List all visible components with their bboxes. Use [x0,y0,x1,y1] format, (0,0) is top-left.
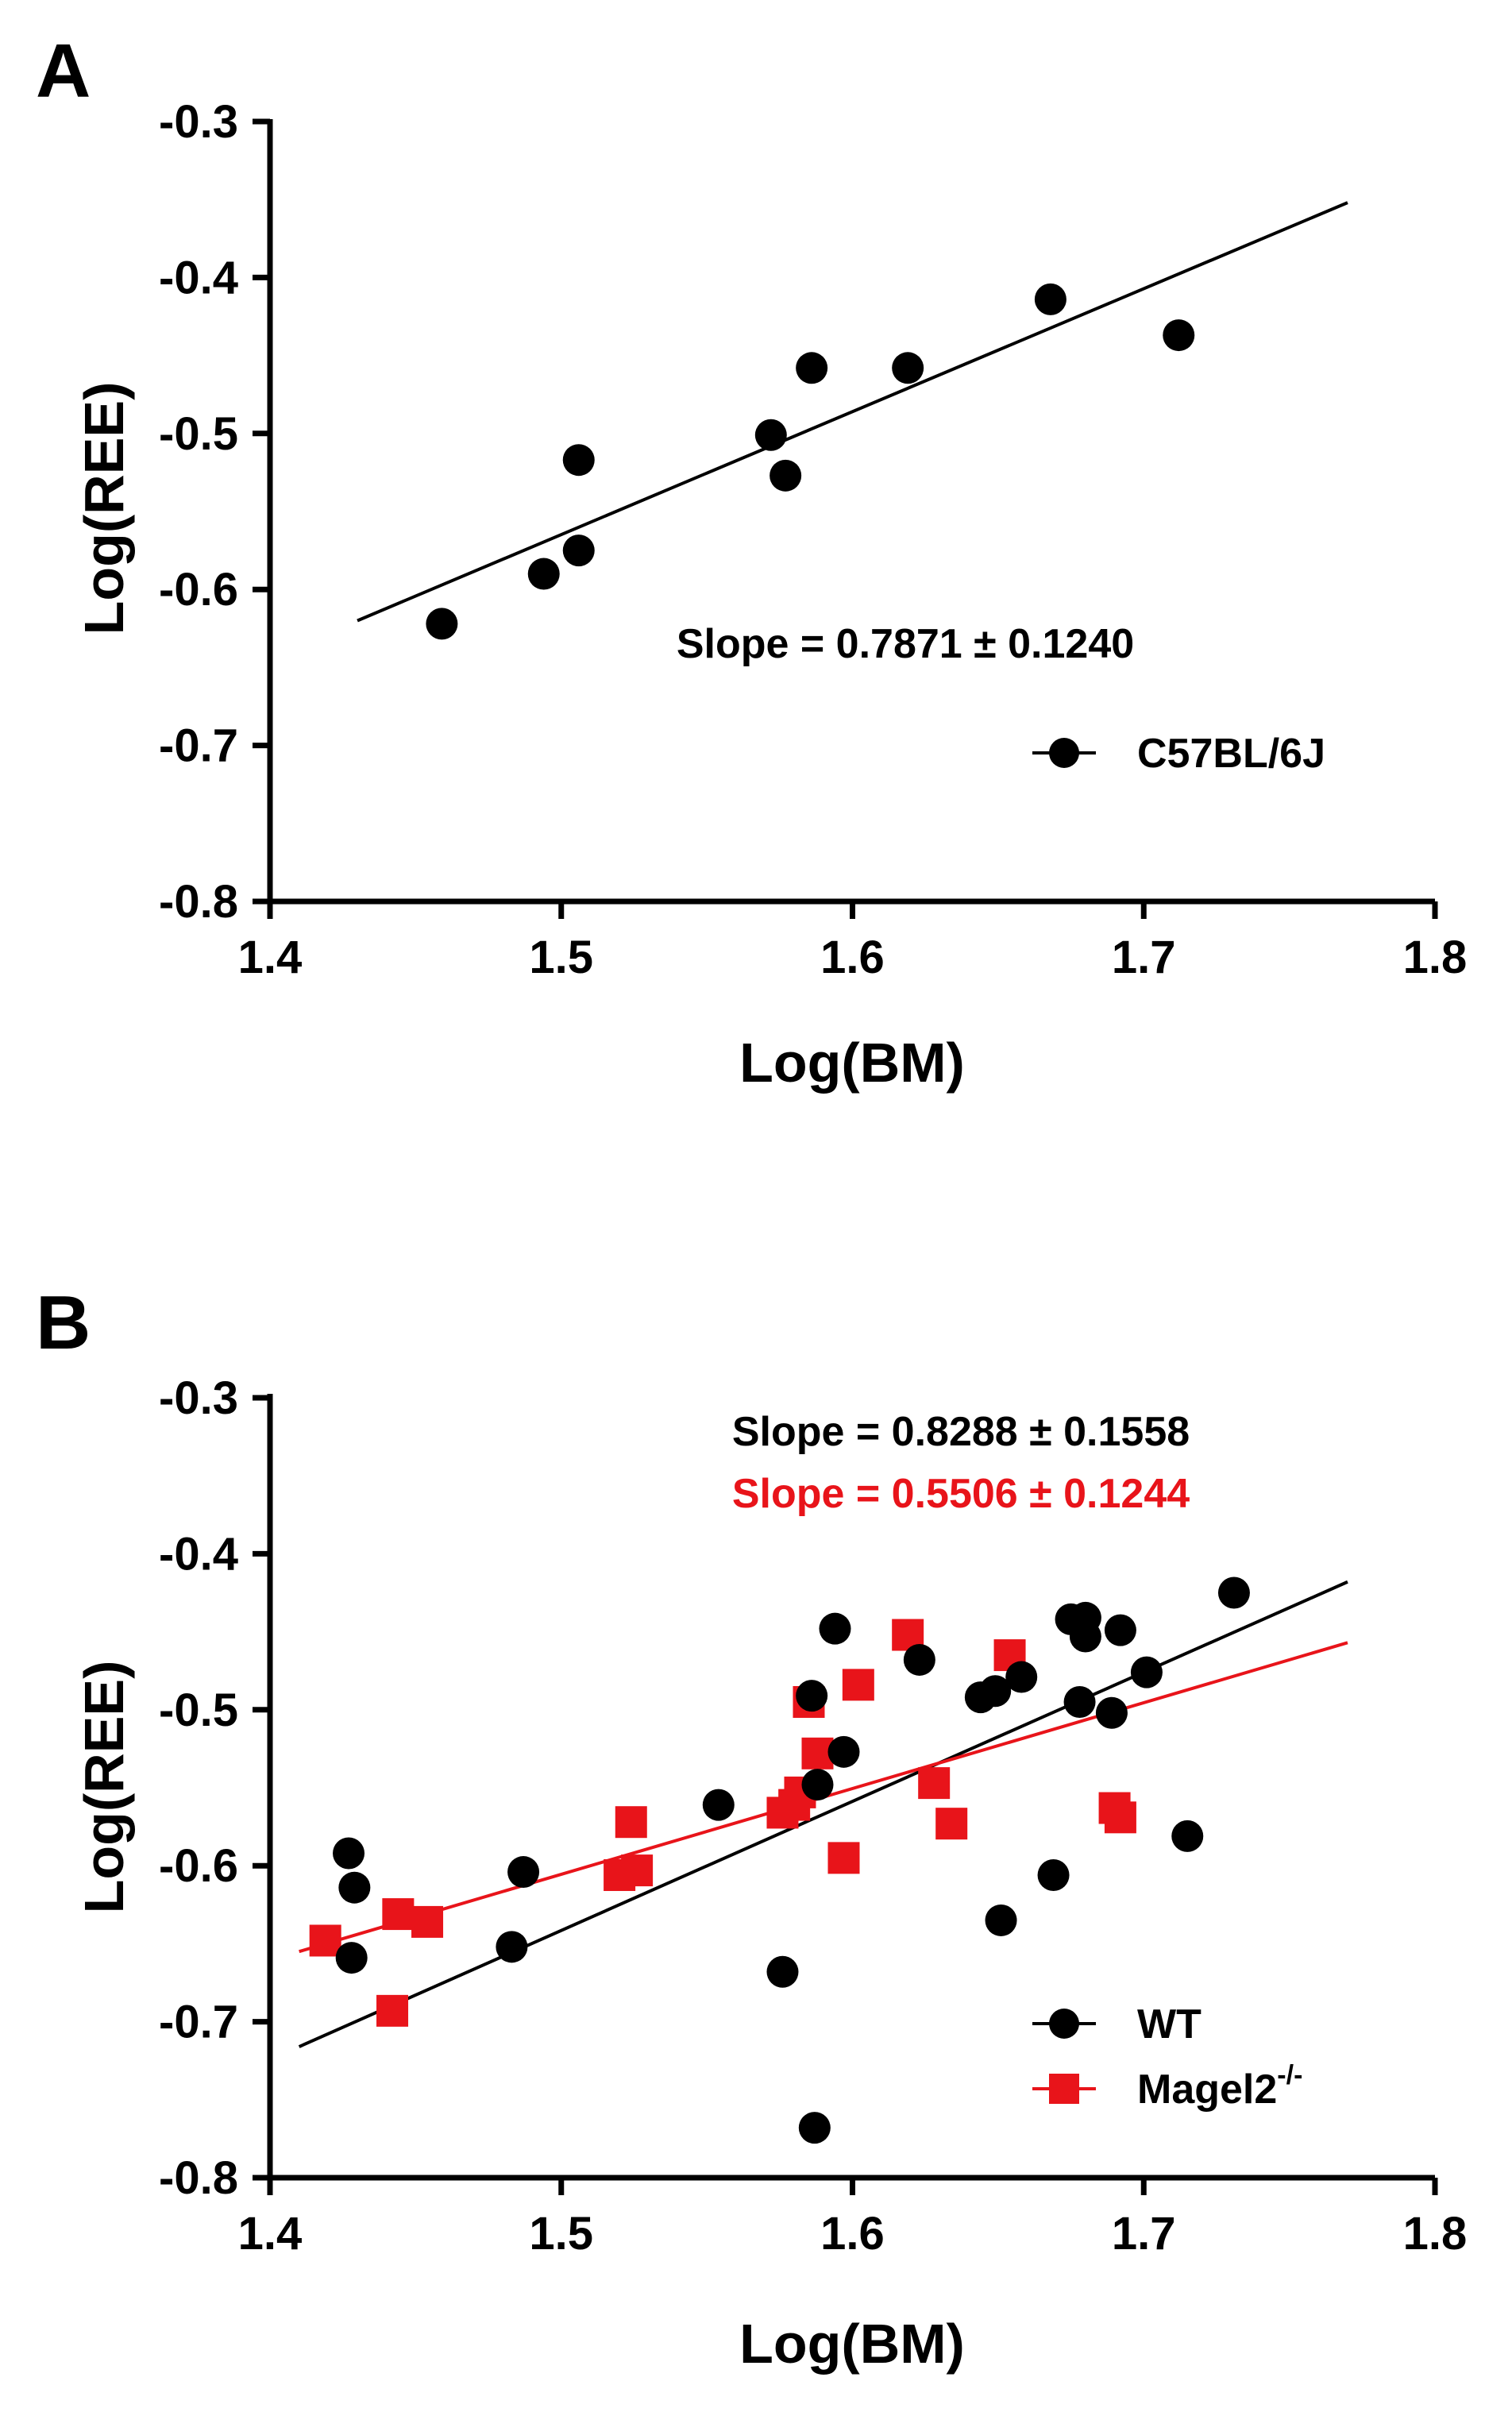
panel-b-x-axis-title: Log(BM) [739,2313,965,2375]
panel-b-y-tick-label: -0.6 [159,1840,238,1892]
panel-b-x-tick-label: 1.5 [529,2208,593,2260]
panel-b-point-magel2 [935,1808,968,1840]
panel-a-y-tick-label: -0.8 [159,876,238,928]
panel-a-point-c57bl6j [562,534,595,567]
panel-b-chart: B 1.4 1.5 1.6 1.7 1.8 -0.3 -0.4 -0.5 -0.6 -0.7 -0.… [36,1280,1467,2375]
panel-b-point-magel2 [827,1842,860,1874]
magel2-superscript: -/- [1277,2060,1302,2090]
panel-b-point-magel2 [615,1806,647,1839]
panel-b-point-wt [827,1735,860,1768]
panel-b-point-wt [702,1789,735,1821]
panel-a-y-tick-label: -0.5 [159,408,238,460]
panel-b-point-magel2 [842,1669,874,1701]
panel-b-magel2-slope-annotation: Slope = 0.5506 ± 0.1244 [732,1471,1190,1517]
panel-a-x-tick-label: 1.4 [238,932,303,983]
panel-a-point-c57bl6j [892,352,924,384]
panel-a-y-tick-label: -0.7 [159,720,238,772]
panel-b-point-wt [1104,1614,1136,1646]
panel-a-point-c57bl6j [770,459,802,492]
panel-a-point-c57bl6j [562,444,595,477]
panel-b-x-tick-label: 1.7 [1112,2208,1176,2260]
panel-a-fit-line-c57bl6j [357,201,1348,623]
panel-b-point-wt [1130,1656,1163,1688]
panel-b-y-tick-label: -0.4 [159,1528,238,1580]
panel-b-point-wt [1005,1661,1038,1693]
panel-b-point-magel2 [621,1854,654,1887]
panel-b-legend: WT Magel2-/- [1032,2001,1302,2113]
panel-b-fit-line-wt [298,1580,1348,2048]
panel-a-legend: C57BL/6J [1032,731,1325,777]
panel-a-y-tick-label: -0.6 [159,564,238,616]
panel-a-point-c57bl6j [527,558,560,590]
panel-b-legend-marker-magel2 [1049,2074,1079,2104]
panel-b-point-wt [335,1942,368,1974]
panel-b-point-wt [979,1675,1012,1708]
panel-b-point-wt [496,1931,528,1963]
panel-b-legend-marker-wt [1049,2009,1079,2039]
panel-b-legend-label-magel2: Magel2-/- [1137,2060,1302,2113]
panel-b-point-magel2 [382,1898,415,1931]
panel-a-slope-annotation: Slope = 0.7871 ± 0.1240 [677,621,1134,667]
panel-b-point-wt [1063,1685,1096,1718]
panel-b-point-magel2 [309,1924,341,1957]
panel-b-y-tick-label: -0.7 [159,1997,238,2048]
panel-b-x-tick-label: 1.6 [820,2208,885,2260]
panel-b-point-wt [1095,1696,1128,1729]
panel-b-point-magel2 [1104,1801,1136,1834]
panel-a-letter: A [36,29,91,114]
panel-a-y-axis-title: Log(REE) [73,382,135,635]
panel-a-point-c57bl6j [1034,283,1066,315]
panel-b-point-wt [1171,1820,1204,1852]
panel-a-x-tick-label: 1.5 [529,932,593,983]
panel-b-point-wt [766,1955,799,1988]
panel-a-legend-label-c57bl6j: C57BL/6J [1137,731,1325,777]
panel-b-point-wt [1217,1576,1250,1609]
panel-b-point-magel2 [376,1994,409,2027]
panel-a-point-c57bl6j [754,419,787,451]
panel-a-y-tick-label: -0.4 [159,252,238,303]
panel-a-x-tick-label: 1.6 [820,932,885,983]
panel-b-point-wt [1037,1858,1070,1891]
panel-b-y-tick-label: -0.3 [159,1372,238,1424]
panel-a-x-tick-label: 1.8 [1403,932,1468,983]
panel-b-x-tick-label: 1.8 [1403,2208,1468,2260]
panel-a-point-c57bl6j [796,352,828,384]
panel-b-point-wt [801,1769,834,1801]
panel-b-point-wt [819,1612,851,1645]
panel-a-point-c57bl6j [1163,319,1195,352]
panel-a-y-tick-label: -0.3 [159,96,238,148]
magel2-name: Magel2 [1137,2067,1277,2113]
panel-a-chart: A 1.4 1.5 1.6 1.7 1.8 -0.3 -0.4 -0.5 -0.6 -0.7 -0.… [36,29,1467,1094]
panel-b-point-wt [338,1871,371,1904]
panel-a-x-axis-title: Log(BM) [739,1032,965,1094]
panel-a-point-c57bl6j [426,608,458,640]
panel-b-legend-label-wt: WT [1137,2001,1202,2047]
panel-b-point-magel2 [411,1905,444,1938]
panel-b-point-wt [1069,1620,1101,1653]
panel-b-wt-slope-annotation: Slope = 0.8288 ± 0.1558 [732,1409,1190,1455]
panel-b-letter: B [36,1280,91,1365]
panel-b-y-tick-label: -0.8 [159,2152,238,2204]
panel-b-point-wt [985,1904,1017,1936]
panel-b-point-magel2 [918,1767,951,1800]
panel-b-point-wt [903,1643,935,1676]
panel-b-y-axis-title: Log(REE) [73,1661,135,1914]
panel-b-point-wt [507,1856,540,1889]
panel-a-legend-marker-c57bl6j [1049,738,1079,768]
panel-a-x-tick-label: 1.7 [1112,932,1176,983]
panel-b-y-tick-label: -0.5 [159,1685,238,1736]
panel-b-point-wt [796,1680,828,1712]
panel-b-point-wt [798,2112,831,2144]
panel-b-point-wt [333,1837,365,1870]
panel-b-x-tick-label: 1.4 [238,2208,303,2260]
